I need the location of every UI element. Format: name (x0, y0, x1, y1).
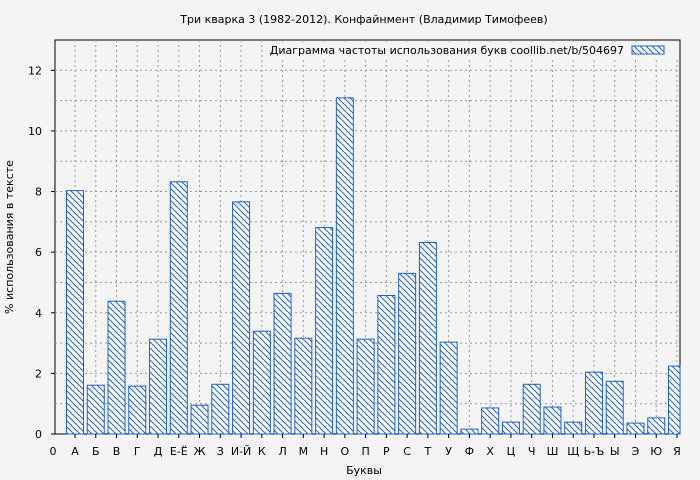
bar-Щ (564, 421, 583, 435)
y-axis-label: % использования в тексте (3, 160, 16, 314)
x-tick-label: В (113, 445, 121, 458)
bar-Э (626, 422, 645, 435)
x-tick-label: Н (320, 445, 328, 458)
x-tick-label: Ф (465, 445, 474, 458)
bar-Ю (647, 417, 666, 435)
x-tick-label: П (361, 445, 369, 458)
bar-Х (481, 407, 500, 435)
x-tick-label: Э (632, 445, 640, 458)
x-tick-label: Л (278, 445, 286, 458)
bar-Е-Ё (169, 181, 188, 435)
bar-И-Й (232, 201, 251, 435)
bar-Ы (605, 380, 624, 435)
y-tick-label: 4 (35, 307, 42, 320)
bar-М (294, 337, 313, 435)
y-tick-label: 12 (28, 64, 42, 77)
y-tick-label: 8 (35, 186, 42, 199)
x-tick-label: Е-Ё (170, 445, 188, 458)
x-tick-label: Б (92, 445, 100, 458)
bar-О (335, 97, 354, 435)
bar-З (211, 383, 230, 435)
x-tick-label: Д (154, 445, 163, 458)
x-tick-label: Ю (650, 445, 662, 458)
y-tick-label: 10 (28, 125, 42, 138)
bar-Ь-Ъ (584, 371, 603, 435)
x-tick-label: И-Й (231, 445, 251, 458)
bar-Ч (522, 383, 541, 435)
x-tick-label: М (299, 445, 309, 458)
y-tick-labels: 0 2 4 6 8 10 12 (28, 64, 55, 441)
x-tick-label: Щ (567, 445, 579, 458)
bar-К (252, 330, 271, 435)
x-tick-label: Х (486, 445, 494, 458)
legend-label: Диаграмма частоты использования букв coo… (270, 44, 624, 57)
bar-Ж (190, 404, 209, 435)
bar-Н (315, 227, 334, 435)
bar-В (107, 300, 126, 435)
y-tick-label: 0 (35, 428, 42, 441)
x-tick-label: О (341, 445, 350, 458)
x-tick-label: З (217, 445, 224, 458)
bar-Р (377, 294, 396, 435)
x-tick-label: Ч (528, 445, 536, 458)
x-tick-labels: А Б В Г Д Е-Ё Ж З И-Й К Л М Н О П Р С Т У Ф Х Ц Ч Ш Щ Ь-Ъ Ы Э Ю Я (71, 434, 681, 458)
bar-Б (86, 384, 105, 435)
legend-swatch (631, 45, 665, 55)
bar-Ц (501, 421, 520, 435)
bar-У (439, 341, 458, 435)
bar-Ф (460, 428, 479, 435)
x-tick-label: А (71, 445, 79, 458)
y-tick-label: 2 (35, 367, 42, 380)
x-axis-label: Буквы (346, 464, 382, 477)
x-tick-label: Ш (547, 445, 559, 458)
bar-С (398, 272, 417, 435)
x-tick-label: У (445, 445, 452, 458)
x-tick-label: Ь-Ъ (584, 445, 605, 458)
x-tick-label: С (403, 445, 411, 458)
y-tick-label: 6 (35, 246, 42, 259)
x-tick-label: Ы (610, 445, 620, 458)
chart-title: Три кварка 3 (1982-2012). Конфайнмент (В… (179, 13, 547, 26)
bar-Л (273, 292, 292, 435)
bar-Д (149, 338, 168, 435)
bar-Т (418, 241, 437, 435)
x-tick-label: Т (424, 445, 432, 458)
x-tick-label: К (258, 445, 266, 458)
bar-Ш (543, 406, 562, 435)
bar-А (66, 190, 84, 435)
bar-П (356, 338, 375, 435)
x-tick-label: Г (134, 445, 141, 458)
x-tick-label: Ж (194, 445, 206, 458)
legend-background (275, 42, 678, 58)
origin-label: 0 (50, 445, 57, 458)
bar-Я (668, 365, 681, 435)
x-tick-label: Я (673, 445, 681, 458)
x-tick-label: Ц (507, 445, 516, 458)
bars (66, 97, 681, 435)
bar-Г (128, 385, 147, 435)
x-tick-label: Р (383, 445, 390, 458)
